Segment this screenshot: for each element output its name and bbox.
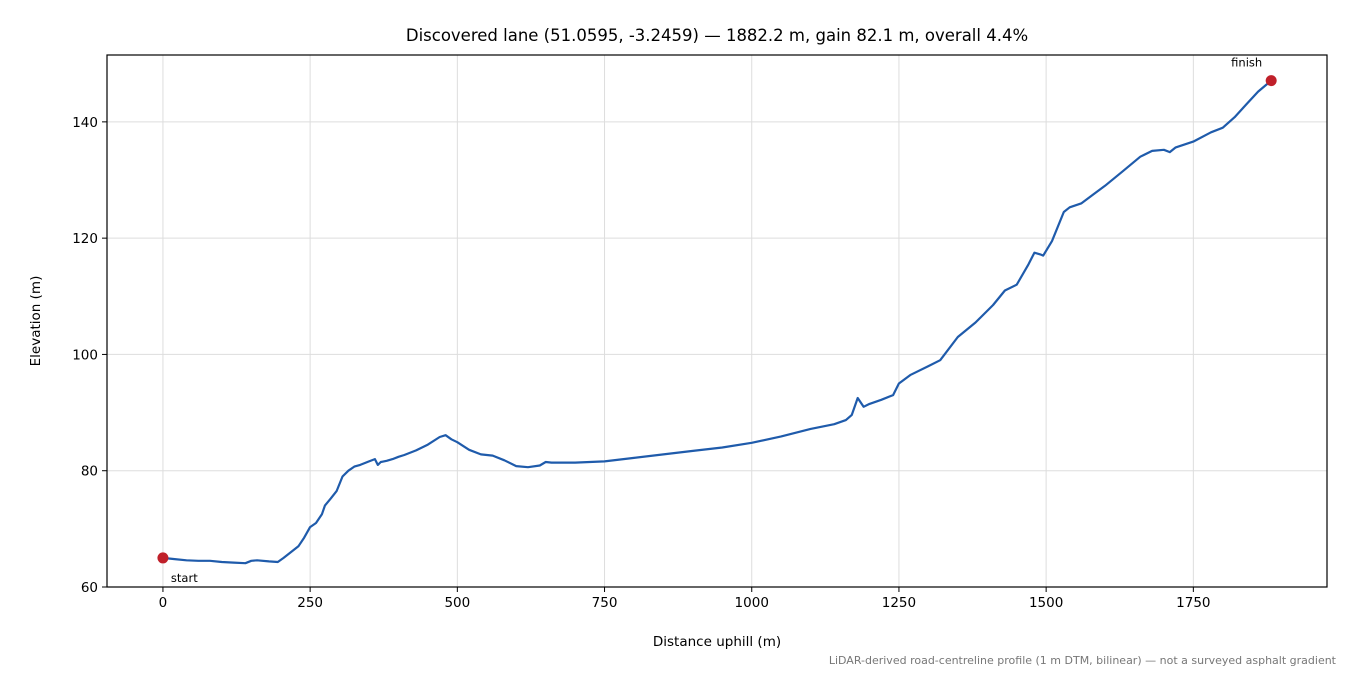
footnote: LiDAR-derived road-centreline profile (1… (828, 654, 1336, 667)
y-tick-label: 100 (72, 347, 98, 363)
chart-title: Discovered lane (51.0595, -3.2459) — 188… (406, 26, 1028, 45)
y-axis-label: Elevation (m) (28, 276, 44, 367)
plot-area (106, 54, 1328, 588)
x-tick-label: 500 (444, 595, 470, 611)
x-tick-label: 250 (297, 595, 323, 611)
x-tick-label: 750 (592, 595, 618, 611)
series-layer (161, 79, 1273, 565)
y-tick-label: 140 (72, 115, 98, 131)
x-tick-label: 0 (159, 595, 168, 611)
y-tick-label: 120 (72, 231, 98, 247)
finish-marker (1265, 75, 1277, 87)
x-tick-label: 1250 (882, 595, 916, 611)
finish-annotation: finish (1231, 56, 1262, 70)
start-marker (157, 552, 169, 564)
x-tick-label: 1500 (1029, 595, 1063, 611)
axis-ticks: 0 250 500 750 1000 1250 1500 1750 60 80 100 120 140 (72, 115, 1210, 611)
start-annotation: start (171, 571, 198, 585)
grid-lines (107, 55, 1327, 588)
y-tick-label: 60 (81, 580, 98, 596)
marker-layer: start finish (157, 56, 1277, 585)
y-tick-label: 80 (81, 464, 98, 480)
x-tick-label: 1000 (735, 595, 769, 611)
x-axis-label: Distance uphill (m) (653, 634, 781, 650)
x-tick-label: 1750 (1176, 595, 1210, 611)
elevation-line (161, 79, 1273, 565)
